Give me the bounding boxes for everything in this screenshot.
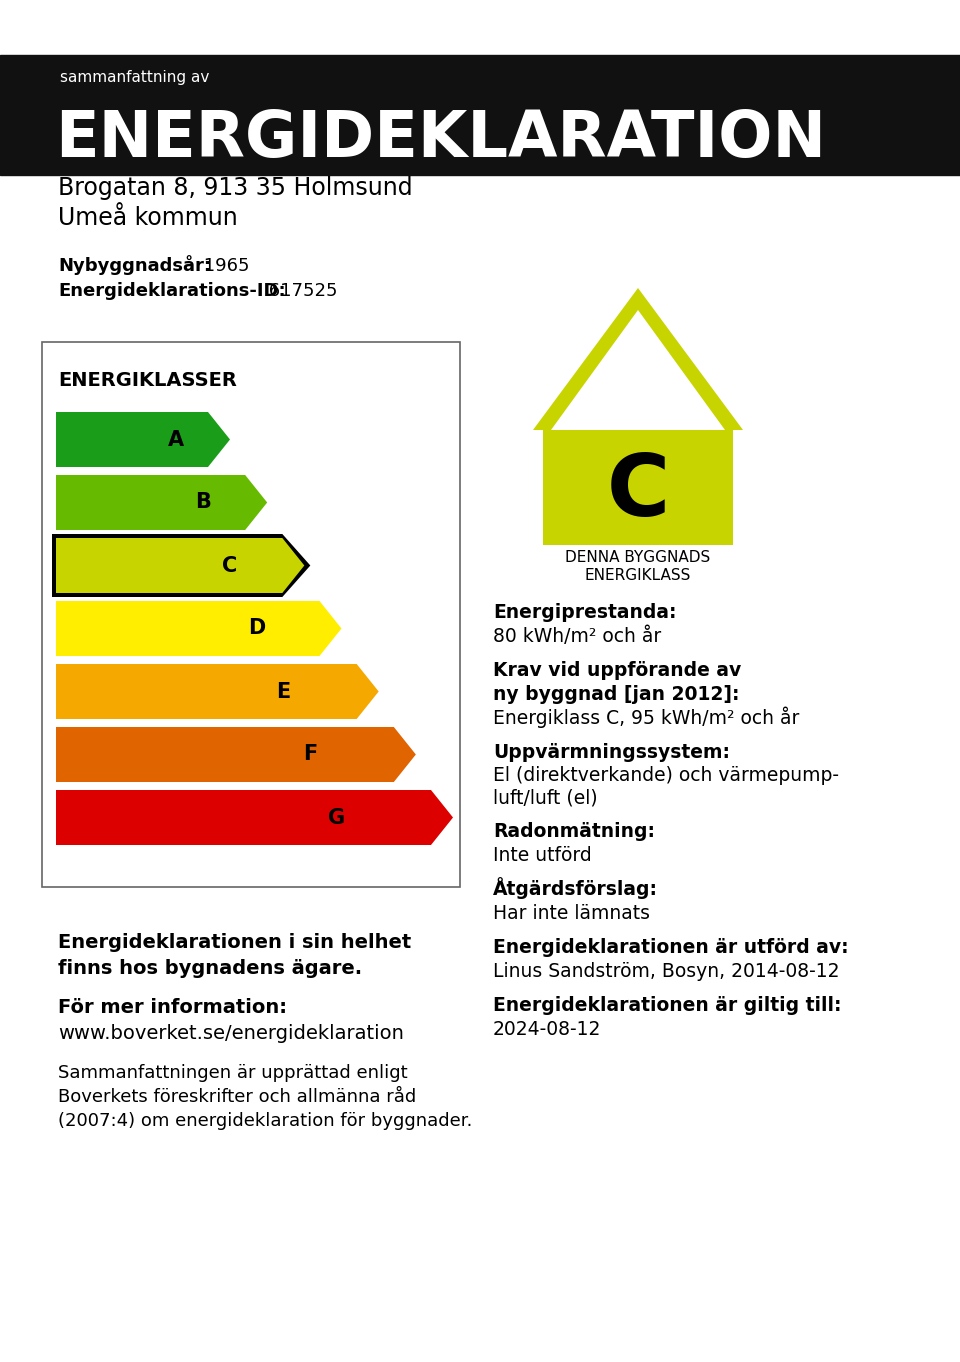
Text: 80 kWh/m² och år: 80 kWh/m² och år — [493, 627, 661, 646]
Text: Energiprestanda:: Energiprestanda: — [493, 603, 677, 622]
Text: 1965: 1965 — [198, 257, 250, 275]
Text: D: D — [248, 618, 265, 639]
Text: El (direktverkande) och värmepump-: El (direktverkande) och värmepump- — [493, 765, 839, 785]
Polygon shape — [56, 727, 416, 782]
Text: Sammanfattningen är upprättad enligt: Sammanfattningen är upprättad enligt — [58, 1064, 408, 1081]
Text: Åtgärdsförslag:: Åtgärdsförslag: — [493, 877, 658, 899]
Text: Radonmätning:: Radonmätning: — [493, 823, 655, 840]
Text: Inte utförd: Inte utförd — [493, 846, 591, 865]
Text: F: F — [303, 745, 318, 764]
Text: Energideklarationen i sin helhet: Energideklarationen i sin helhet — [58, 933, 411, 952]
Polygon shape — [551, 311, 725, 430]
Bar — [0, 54, 960, 174]
Polygon shape — [56, 665, 378, 719]
Text: Linus Sandström, Bosyn, 2014-08-12: Linus Sandström, Bosyn, 2014-08-12 — [493, 962, 839, 981]
Text: C: C — [223, 556, 237, 576]
Text: Umeå kommun: Umeå kommun — [58, 206, 238, 230]
Text: Uppvärmningssystem:: Uppvärmningssystem: — [493, 744, 730, 761]
Text: (2007:4) om energideklaration för byggnader.: (2007:4) om energideklaration för byggna… — [58, 1111, 472, 1130]
Text: sammanfattning av: sammanfattning av — [60, 69, 209, 84]
Text: ENERGIKLASS: ENERGIKLASS — [585, 568, 691, 583]
Text: 617525: 617525 — [263, 282, 338, 300]
Text: Boverkets föreskrifter och allmänna råd: Boverkets föreskrifter och allmänna råd — [58, 1088, 417, 1106]
Polygon shape — [52, 534, 310, 597]
Text: 2024-08-12: 2024-08-12 — [493, 1020, 601, 1039]
Text: Energideklarations-ID:: Energideklarations-ID: — [58, 282, 286, 300]
Text: Energideklarationen är utförd av:: Energideklarationen är utförd av: — [493, 938, 849, 957]
Text: A: A — [168, 429, 184, 449]
Text: E: E — [276, 681, 291, 701]
Text: Energiklass C, 95 kWh/m² och år: Energiklass C, 95 kWh/m² och år — [493, 707, 800, 729]
Text: Har inte lämnats: Har inte lämnats — [493, 904, 650, 923]
Text: DENNA BYGGNADS: DENNA BYGGNADS — [565, 550, 710, 565]
Text: Nybyggnadsår:: Nybyggnadsår: — [58, 255, 211, 275]
Text: Energideklarationen är giltig till:: Energideklarationen är giltig till: — [493, 996, 842, 1015]
Bar — [42, 342, 460, 887]
Text: ny byggnad [jan 2012]:: ny byggnad [jan 2012]: — [493, 685, 739, 704]
Polygon shape — [533, 287, 743, 430]
Text: Brogatan 8, 913 35 Holmsund: Brogatan 8, 913 35 Holmsund — [58, 176, 413, 200]
Polygon shape — [56, 475, 267, 530]
Text: För mer information:: För mer information: — [58, 998, 287, 1017]
Text: www.boverket.se/energideklaration: www.boverket.se/energideklaration — [58, 1024, 404, 1043]
Polygon shape — [56, 411, 230, 467]
Bar — [543, 430, 733, 545]
Text: C: C — [607, 451, 670, 534]
Text: ENERGIDEKLARATION: ENERGIDEKLARATION — [55, 108, 826, 170]
Text: G: G — [328, 808, 346, 828]
Polygon shape — [56, 538, 304, 592]
Polygon shape — [56, 790, 453, 844]
Text: luft/luft (el): luft/luft (el) — [493, 789, 598, 808]
Text: finns hos bygnadens ägare.: finns hos bygnadens ägare. — [58, 959, 362, 978]
Text: B: B — [195, 493, 211, 512]
Text: Krav vid uppförande av: Krav vid uppförande av — [493, 661, 741, 680]
Text: ENERGIKLASSER: ENERGIKLASSER — [58, 370, 237, 390]
Polygon shape — [56, 601, 342, 656]
